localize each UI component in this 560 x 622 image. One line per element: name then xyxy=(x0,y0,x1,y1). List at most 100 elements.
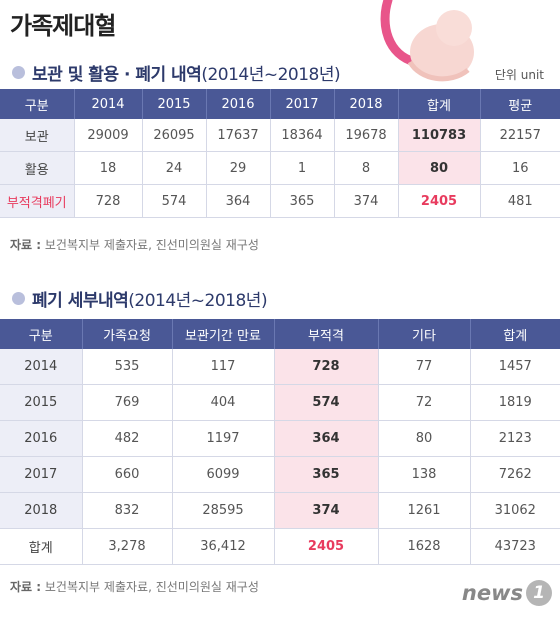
table-cell: 728 xyxy=(74,184,143,218)
header-cell: 2017 xyxy=(270,89,335,119)
header-cell: 보관기간 만료 xyxy=(172,319,275,349)
storage-usage-table: 구분 2014 2015 2016 2017 2018 합계 평균 보관 290… xyxy=(0,89,560,218)
header-cell: 평균 xyxy=(480,89,560,119)
table-cell: 29 xyxy=(206,151,271,185)
table-cell: 1457 xyxy=(470,349,560,385)
header-cell: 합계 xyxy=(470,319,560,349)
table-cell: 1 xyxy=(270,151,335,185)
row-label: 합계 xyxy=(0,528,83,565)
table-cell: 832 xyxy=(82,492,173,529)
header-cell: 2015 xyxy=(142,89,207,119)
row-label: 2016 xyxy=(0,420,83,457)
unit-label: 단위 unit xyxy=(494,68,544,82)
table-cell: 365 xyxy=(270,184,335,218)
table-cell: 574 xyxy=(142,184,207,218)
table-cell: 138 xyxy=(378,456,471,493)
news1-logo: news 1 xyxy=(462,580,552,606)
table-cell: 574 xyxy=(274,384,379,421)
table-row-total: 합계 3,278 36,412 2405 1628 43723 xyxy=(0,528,560,565)
table-row: 활용 18 24 29 1 8 80 16 xyxy=(0,151,560,185)
table-cell: 2123 xyxy=(470,420,560,457)
source-note: 자료 : 보건복지부 제출자료, 진선미의원실 재구성 xyxy=(10,236,259,253)
row-label: 2017 xyxy=(0,456,83,493)
section2-title-text: 폐기 세부내역 xyxy=(32,291,129,311)
table-cell: 374 xyxy=(334,184,399,218)
table-cell: 19678 xyxy=(334,119,399,152)
table-row: 2016 482 1197 364 80 2123 xyxy=(0,420,560,457)
table-cell: 374 xyxy=(274,492,379,529)
table-cell: 24 xyxy=(142,151,207,185)
table-cell: 29009 xyxy=(74,119,143,152)
table-cell: 31062 xyxy=(470,492,560,529)
table-cell: 482 xyxy=(82,420,173,457)
table-cell: 6099 xyxy=(172,456,275,493)
table-cell: 7262 xyxy=(470,456,560,493)
table-header-row: 구분 2014 2015 2016 2017 2018 합계 평균 xyxy=(0,89,560,119)
table-cell: 36,412 xyxy=(172,528,275,565)
table-row: 2014 535 117 728 77 1457 xyxy=(0,349,560,385)
disposal-detail-table: 구분 가족요청 보관기간 만료 부적격 기타 합계 2014 535 117 7… xyxy=(0,319,560,565)
table-cell: 8 xyxy=(334,151,399,185)
table-cell: 22157 xyxy=(480,119,560,152)
table-header-row: 구분 가족요청 보관기간 만료 부적격 기타 합계 xyxy=(0,319,560,349)
section2-title: 폐기 세부내역 (2014년~2018년) xyxy=(12,286,268,311)
table-cell: 16 xyxy=(480,151,560,185)
table-cell: 1197 xyxy=(172,420,275,457)
table-cell: 728 xyxy=(274,349,379,385)
logo-text: news xyxy=(461,581,523,605)
header-cell: 기타 xyxy=(378,319,471,349)
header-cell: 2014 xyxy=(74,89,143,119)
fetus-illustration xyxy=(380,0,474,82)
table-cell: 80 xyxy=(398,151,481,185)
row-label: 2014 xyxy=(0,349,83,385)
table-row: 2017 660 6099 365 138 7262 xyxy=(0,456,560,493)
table-cell: 364 xyxy=(274,420,379,457)
table-cell: 1261 xyxy=(378,492,471,529)
section2-range: (2014년~2018년) xyxy=(128,291,268,311)
table-cell: 26095 xyxy=(142,119,207,152)
table-row: 2018 832 28595 374 1261 31062 xyxy=(0,492,560,529)
header-cell: 가족요청 xyxy=(82,319,173,349)
table-cell: 2405 xyxy=(398,184,481,218)
table-cell: 28595 xyxy=(172,492,275,529)
table-row: 보관 29009 26095 17637 18364 19678 110783 … xyxy=(0,119,560,152)
bullet-icon xyxy=(12,292,25,305)
header-cell: 2018 xyxy=(334,89,399,119)
header-cell: 2016 xyxy=(206,89,271,119)
table-cell: 80 xyxy=(378,420,471,457)
table-cell: 404 xyxy=(172,384,275,421)
table-cell: 3,278 xyxy=(82,528,173,565)
table-cell: 481 xyxy=(480,184,560,218)
row-label: 2015 xyxy=(0,384,83,421)
table-cell: 2405 xyxy=(274,528,379,565)
table-cell: 535 xyxy=(82,349,173,385)
row-label: 활용 xyxy=(0,151,75,185)
header-cell: 구분 xyxy=(0,89,75,119)
table-cell: 72 xyxy=(378,384,471,421)
bullet-icon xyxy=(12,66,25,79)
source-text: 보건복지부 제출자료, 진선미의원실 재구성 xyxy=(44,580,259,594)
table-cell: 1628 xyxy=(378,528,471,565)
table-cell: 77 xyxy=(378,349,471,385)
source-text: 보건복지부 제출자료, 진선미의원실 재구성 xyxy=(44,238,259,252)
table-cell: 110783 xyxy=(398,119,481,152)
table-cell: 18364 xyxy=(270,119,335,152)
header-cell: 부적격 xyxy=(274,319,379,349)
logo-mark: 1 xyxy=(526,580,552,606)
table-cell: 17637 xyxy=(206,119,271,152)
table-cell: 660 xyxy=(82,456,173,493)
header-cell: 구분 xyxy=(0,319,83,349)
table-cell: 364 xyxy=(206,184,271,218)
table-row: 2015 769 404 574 72 1819 xyxy=(0,384,560,421)
header-cell: 합계 xyxy=(398,89,481,119)
table-cell: 117 xyxy=(172,349,275,385)
source-label: 자료 : xyxy=(10,238,42,252)
row-label: 부적격폐기 xyxy=(0,184,75,218)
page-title: 가족제대혈 xyxy=(10,12,116,40)
table-cell: 365 xyxy=(274,456,379,493)
table-row: 부적격폐기 728 574 364 365 374 2405 481 xyxy=(0,184,560,218)
table-cell: 18 xyxy=(74,151,143,185)
section1-title: 보관 및 활용 · 폐기 내역 (2014년~2018년) xyxy=(12,60,341,85)
table-cell: 43723 xyxy=(470,528,560,565)
section1-range: (2014년~2018년) xyxy=(201,65,341,85)
